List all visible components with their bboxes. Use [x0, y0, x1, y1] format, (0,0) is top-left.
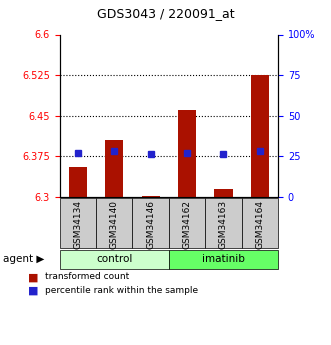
Text: GSM34162: GSM34162 — [182, 200, 192, 249]
Text: transformed count: transformed count — [45, 272, 129, 281]
Text: GSM34164: GSM34164 — [255, 200, 264, 249]
Text: GSM34140: GSM34140 — [110, 200, 119, 249]
Bar — [69, 167, 87, 197]
Text: ■: ■ — [28, 272, 38, 282]
Text: agent ▶: agent ▶ — [3, 254, 45, 264]
Text: GSM34146: GSM34146 — [146, 200, 155, 249]
Text: GSM34163: GSM34163 — [219, 200, 228, 249]
Text: imatinib: imatinib — [202, 254, 245, 264]
Text: ■: ■ — [28, 286, 38, 296]
Text: GSM34134: GSM34134 — [73, 200, 82, 249]
Bar — [105, 140, 123, 197]
Bar — [214, 188, 232, 197]
Bar — [142, 196, 160, 197]
Text: GDS3043 / 220091_at: GDS3043 / 220091_at — [97, 7, 234, 20]
Bar — [251, 75, 269, 197]
Text: percentile rank within the sample: percentile rank within the sample — [45, 286, 198, 295]
Bar — [178, 110, 196, 197]
Text: control: control — [96, 254, 132, 264]
